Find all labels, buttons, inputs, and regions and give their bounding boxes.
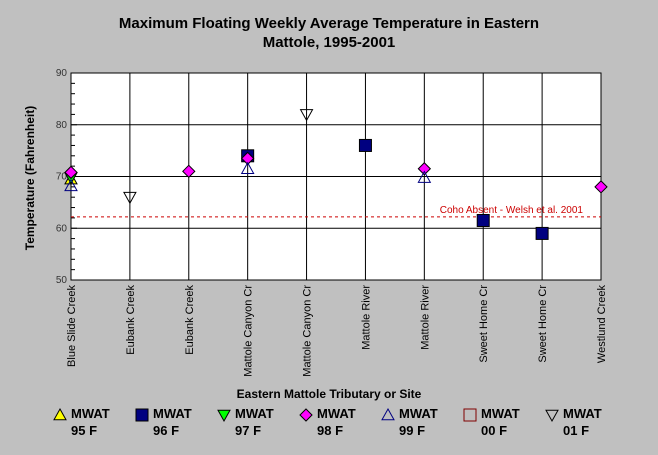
legend-marker-shape [53,407,67,421]
x-category-label: Blue Slide Creek [66,285,78,367]
legend-marker [53,407,67,421]
x-category-label: Sweet Home Cr [537,285,549,363]
legend-marker-shape [381,407,395,421]
gridlines [71,73,601,280]
legend-marker [299,408,313,422]
data-point-98-f [594,180,608,194]
x-category-label: Mattole River [419,285,431,350]
legend-item: MWAT 01 F [544,406,634,446]
data-point-01-f [123,191,137,205]
data-points [64,109,608,240]
legend-sublabel: 96 F [153,423,180,438]
y-tick-label: 80 [56,120,68,131]
y-axis-title: Temperature (Fahrenheit) [23,106,37,250]
reference-line-label: Coho Absent - Welsh et al. 2001 [440,205,584,216]
chart-title-line-2: Mattole, 1995-2001 [262,34,396,51]
x-category-label: Sweet Home Cr [478,285,490,363]
reference-line-group: Coho Absent - Welsh et al. 2001 [71,205,601,218]
x-category-labels: Blue Slide Creek Eubank Creek Eubank Creek… [66,285,608,377]
legend-sublabel: 98 F [317,423,344,438]
legend-marker-shape [135,408,149,422]
y-tick-label: 70 [56,172,68,183]
data-point-99-f [417,170,432,183]
legend-marker [217,409,231,423]
x-category-label: Mattole Canyon Cr [243,285,255,377]
y-tick-label: 60 [56,223,68,234]
legend-label: MWAT [481,406,520,421]
chart-title-line-1: Maximum Floating Weekly Average Temperat… [118,15,540,32]
data-point-99-f [64,178,78,192]
data-point-01-f [299,109,314,122]
y-tick-label: 50 [56,275,68,286]
legend-label: MWAT [71,406,110,421]
x-category-label: Mattole River [360,285,372,350]
legend-label: MWAT [563,406,602,421]
legend-sublabel: 00 F [481,423,508,438]
legend-marker-shape [299,408,313,422]
legend-label: MWAT [399,406,438,421]
legend-item: MWAT 96 F [134,406,224,446]
x-category-label: Eubank Creek [184,285,196,355]
y-tick-label: 90 [56,68,68,79]
legend-item: MWAT 00 F [462,406,552,446]
data-point-96-f [535,226,549,240]
x-category-label: Eubank Creek [125,285,137,355]
data-point-96-f [358,138,372,152]
legend-marker [381,407,395,421]
legend-item: MWAT 95 F [52,406,142,446]
legend-marker-shape [463,408,477,422]
legend: MWAT 95 F MWAT 96 F MWAT 97 F MWAT 98 F MWAT 99 F… [52,406,652,446]
chart-title: Maximum Floating Weekly Average Temperat… [0,14,658,52]
x-category-label: Mattole Canyon Cr [302,285,314,377]
legend-marker [545,409,559,423]
legend-marker [463,408,477,422]
data-point-98-f [182,164,196,179]
legend-item: MWAT 97 F [216,406,306,446]
legend-sublabel: 95 F [71,423,98,438]
legend-item: MWAT 98 F [298,406,388,446]
legend-sublabel: 01 F [563,423,590,438]
legend-marker-shape [545,409,559,423]
data-point-96-f [476,213,490,227]
legend-item: MWAT 99 F [380,406,470,446]
x-category-label: Westlund Creek [596,285,608,364]
legend-marker-shape [217,409,231,423]
data-point-98-f [64,165,78,180]
data-point-99-f [240,161,255,175]
legend-sublabel: 99 F [399,423,426,438]
legend-label: MWAT [317,406,356,421]
legend-label: MWAT [235,406,274,421]
legend-sublabel: 97 F [235,423,262,438]
y-tick-labels: 50 60 70 80 90 [56,68,68,286]
legend-marker [135,408,149,422]
data-point-98-f [417,162,432,176]
data-point-98-f [240,151,255,166]
x-axis-title: Eastern Mattole Tributary or Site [237,387,422,401]
legend-label: MWAT [153,406,192,421]
